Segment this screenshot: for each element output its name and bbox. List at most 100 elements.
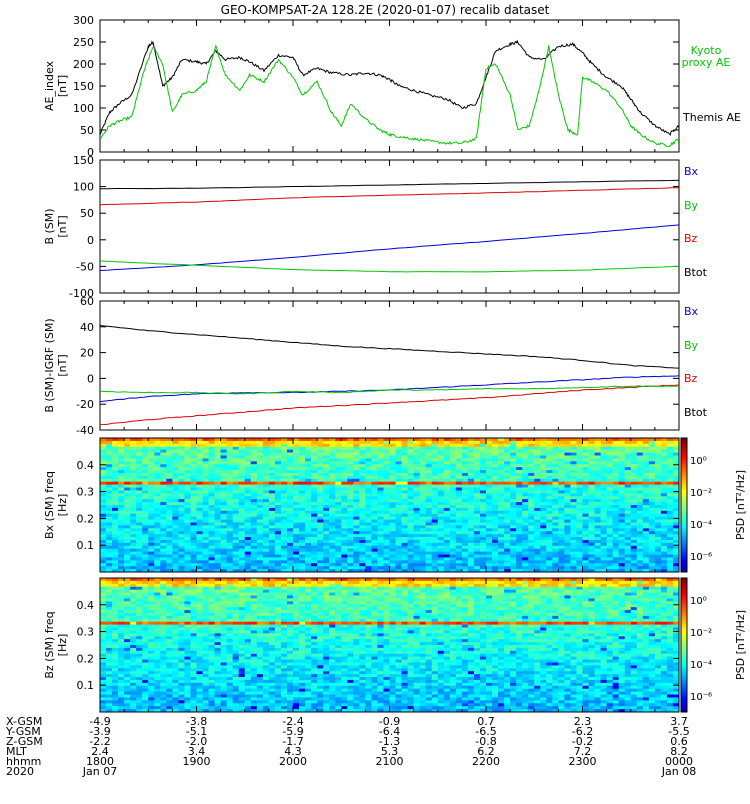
- spectrogram-cell: [335, 473, 341, 476]
- spectrogram-cell: [112, 447, 118, 450]
- spectrogram-cell: [552, 479, 558, 482]
- spectrogram-cell: [390, 502, 396, 505]
- spectrogram-cell: [432, 458, 438, 461]
- spectrogram-cell: [178, 543, 184, 546]
- spectrogram-cell: [124, 508, 130, 511]
- spectrogram-cell: [130, 522, 136, 525]
- spectrogram-cell: [281, 557, 287, 560]
- spectrogram-cell: [564, 514, 570, 517]
- spectrogram-cell: [100, 485, 106, 488]
- spectrogram-cell: [329, 499, 335, 502]
- spectrogram-cell: [456, 520, 462, 523]
- spectrogram-cell: [468, 499, 474, 502]
- spectrogram-cell: [510, 543, 516, 546]
- spectrogram-cell: [239, 537, 245, 540]
- spectrogram-cell: [601, 455, 607, 458]
- spectrogram-cell: [595, 447, 601, 450]
- spectrogram-cell: [613, 450, 619, 453]
- spectrogram-cell: [281, 540, 287, 543]
- spectrogram-cell: [504, 557, 510, 560]
- spectrogram-cell: [365, 502, 371, 505]
- spectrogram-cell: [154, 522, 160, 525]
- spectrogram-cell: [172, 485, 178, 488]
- spectrogram-cell: [209, 531, 215, 534]
- spectrogram-cell: [299, 537, 305, 540]
- spectrogram-cell: [414, 455, 420, 458]
- spectrogram-cell: [486, 450, 492, 453]
- spectrogram-cell: [263, 549, 269, 552]
- y-axis-label: B (SM)[nT]: [43, 208, 69, 244]
- spectrogram-cell: [160, 479, 166, 482]
- spectrogram-cell: [480, 473, 486, 476]
- spectrogram-cell: [118, 671, 124, 674]
- spectrogram-cell: [209, 458, 215, 461]
- spectrogram-cell: [335, 447, 341, 450]
- spectrogram-cell: [100, 482, 106, 485]
- spectrogram-cell: [468, 520, 474, 523]
- spectrogram-cell: [197, 525, 203, 528]
- spectrogram-cell: [166, 473, 172, 476]
- spectrogram-cell: [570, 447, 576, 450]
- spectrogram-cell: [576, 514, 582, 517]
- spectrogram-cell: [414, 540, 420, 543]
- spectrogram-cell: [420, 534, 426, 537]
- spectrogram-cell: [359, 499, 365, 502]
- spectrogram-cell: [100, 654, 106, 657]
- spectrogram-cell: [589, 508, 595, 511]
- spectrogram-cell: [462, 546, 468, 549]
- spectrogram-cell: [631, 447, 637, 450]
- spectrogram-cell: [347, 566, 353, 569]
- spectrogram-cell: [239, 546, 245, 549]
- spectrogram-cell: [166, 455, 172, 458]
- spectrogram-cell: [239, 514, 245, 517]
- spectrogram-cell: [118, 502, 124, 505]
- spectrogram-cell: [432, 490, 438, 493]
- spectrogram-cell: [233, 543, 239, 546]
- spectrogram-cell: [190, 546, 196, 549]
- spectrogram-cell: [365, 505, 371, 508]
- spectrogram-cell: [438, 528, 444, 531]
- spectrogram-cell: [402, 502, 408, 505]
- spectrogram-cell: [625, 464, 631, 467]
- spectrogram-cell: [528, 499, 534, 502]
- spectrogram-cell: [148, 444, 154, 447]
- spectrogram-cell: [510, 447, 516, 450]
- spectrogram-cell: [329, 514, 335, 517]
- spectrogram-cell: [474, 476, 480, 479]
- spectrogram-cell: [570, 520, 576, 523]
- spectrogram-cell: [317, 528, 323, 531]
- spectrogram-cell: [118, 706, 124, 709]
- spectrogram-cell: [564, 464, 570, 467]
- spectrogram-cell: [480, 464, 486, 467]
- spectrogram-cell: [377, 522, 383, 525]
- spectrogram-cell: [124, 525, 130, 528]
- spectrogram-cell: [299, 453, 305, 456]
- spectrogram-cell: [166, 505, 172, 508]
- spectrogram-cell: [564, 531, 570, 534]
- spectrogram-cell: [281, 552, 287, 555]
- spectrogram-cell: [287, 505, 293, 508]
- spectrogram-cell: [510, 464, 516, 467]
- spectrogram-cell: [136, 499, 142, 502]
- spectrogram-cell: [118, 473, 124, 476]
- spectrogram-cell: [172, 458, 178, 461]
- spectrogram-cell: [112, 467, 118, 470]
- spectrogram-cell: [227, 517, 233, 520]
- spectrogram-cell: [613, 508, 619, 511]
- spectrogram-cell: [383, 534, 389, 537]
- spectrogram-cell: [552, 560, 558, 563]
- spectrogram-cell: [498, 517, 504, 520]
- spectrogram-cell: [178, 517, 184, 520]
- spectrogram-cell: [661, 461, 667, 464]
- spectrogram-cell: [148, 560, 154, 563]
- spectrogram-cell: [480, 528, 486, 531]
- spectrogram-cell: [613, 458, 619, 461]
- spectrogram-cell: [583, 531, 589, 534]
- spectrogram-cell: [197, 540, 203, 543]
- spectrogram-cell: [257, 473, 263, 476]
- spectrogram-cell: [468, 490, 474, 493]
- spectrogram-cell: [534, 490, 540, 493]
- spectrogram-cell: [601, 555, 607, 558]
- spectrogram-cell: [124, 441, 130, 444]
- spectrogram-cell: [317, 473, 323, 476]
